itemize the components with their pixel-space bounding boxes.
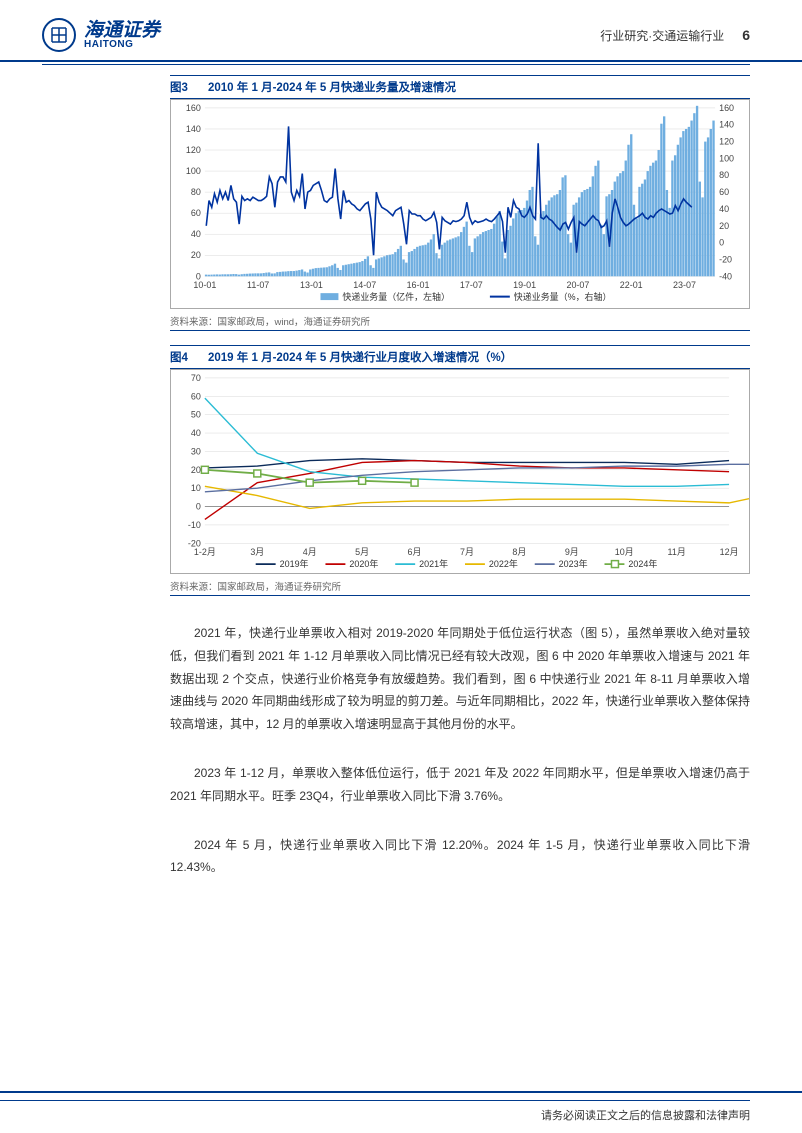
svg-text:160: 160 [186, 103, 201, 113]
svg-text:-10: -10 [188, 520, 201, 530]
svg-text:7月: 7月 [460, 547, 474, 557]
svg-text:6月: 6月 [408, 547, 422, 557]
svg-text:8月: 8月 [512, 547, 526, 557]
logo-icon [42, 18, 76, 52]
figure-4: 图4 2019 年 1 月-2024 年 5 月快递行业月度收入增速情况（%） … [170, 345, 750, 596]
svg-text:4月: 4月 [303, 547, 317, 557]
svg-text:2022年: 2022年 [489, 558, 518, 569]
svg-text:11-07: 11-07 [247, 280, 269, 290]
figure-4-title: 2019 年 1 月-2024 年 5 月快递行业月度收入增速情况（%） [208, 349, 512, 365]
svg-text:40: 40 [191, 428, 201, 438]
svg-text:3月: 3月 [250, 547, 264, 557]
svg-text:20: 20 [191, 465, 201, 475]
breadcrumb: 行业研究·交通运输行业 [600, 27, 724, 44]
footer-disclaimer: 请务必阅读正文之后的信息披露和法律声明 [541, 1110, 750, 1122]
svg-text:50: 50 [191, 410, 201, 420]
content-area: 图3 2010 年 1 月-2024 年 5 月快递业务量及增速情况 0 20 40… [0, 65, 802, 879]
svg-text:16-01: 16-01 [407, 280, 430, 290]
paragraph-2: 2023 年 1-12 月，单票收入整体低位运行，低于 2021 年及 2022… [170, 762, 750, 808]
svg-text:22-01: 22-01 [620, 280, 643, 290]
logo-text-cn: 海通证券 [84, 21, 160, 40]
paragraph-1: 2021 年，快递行业单票收入相对 2019-2020 年同期处于低位运行状态（… [170, 622, 750, 736]
paragraph-3: 2024 年 5 月，快递行业单票收入同比下滑 12.20%。2024 年 1-… [170, 834, 750, 880]
svg-text:2023年: 2023年 [559, 558, 588, 569]
svg-text:0: 0 [719, 238, 724, 248]
svg-text:12月: 12月 [720, 547, 739, 557]
svg-text:-40: -40 [719, 271, 732, 281]
svg-text:10: 10 [191, 483, 201, 493]
svg-text:70: 70 [191, 373, 201, 383]
svg-text:10-01: 10-01 [193, 280, 216, 290]
svg-text:140: 140 [186, 124, 201, 134]
svg-text:17-07: 17-07 [460, 280, 483, 290]
svg-text:20-07: 20-07 [566, 280, 589, 290]
svg-text:60: 60 [719, 187, 729, 197]
svg-text:140: 140 [719, 120, 734, 130]
svg-text:19-01: 19-01 [513, 280, 536, 290]
figure-3-title: 2010 年 1 月-2024 年 5 月快递业务量及增速情况 [208, 79, 456, 95]
body-text: 2021 年，快递行业单票收入相对 2019-2020 年同期处于低位运行状态（… [170, 622, 750, 879]
svg-text:5月: 5月 [355, 547, 369, 557]
svg-text:40: 40 [719, 204, 729, 214]
svg-text:快递业务量（亿件，左轴）: 快递业务量（亿件，左轴） [342, 291, 450, 302]
footer: 请务必阅读正文之后的信息披露和法律声明 [0, 1091, 802, 1133]
svg-text:30: 30 [191, 446, 201, 456]
svg-text:9月: 9月 [565, 547, 579, 557]
svg-text:80: 80 [719, 170, 729, 180]
page-number: 6 [742, 27, 750, 43]
svg-text:100: 100 [186, 166, 201, 176]
svg-text:2020年: 2020年 [349, 558, 378, 569]
svg-text:120: 120 [719, 137, 734, 147]
logo: 海通证券 HAITONG [42, 18, 160, 52]
svg-text:40: 40 [191, 229, 201, 239]
figure-3-source: 资料来源：国家邮政局，wind，海通证券研究所 [170, 309, 750, 331]
svg-text:2024年: 2024年 [628, 558, 657, 569]
svg-text:60: 60 [191, 208, 201, 218]
svg-text:10月: 10月 [615, 547, 634, 557]
svg-text:14-07: 14-07 [353, 280, 376, 290]
svg-text:快递业务量（%，右轴）: 快递业务量（%，右轴） [514, 291, 612, 302]
svg-text:11月: 11月 [668, 547, 686, 557]
svg-text:13-01: 13-01 [300, 280, 323, 290]
figure-3: 图3 2010 年 1 月-2024 年 5 月快递业务量及增速情况 0 20 40… [170, 75, 750, 331]
figure-3-label: 图3 [170, 79, 208, 95]
svg-text:120: 120 [186, 145, 201, 155]
svg-text:60: 60 [191, 391, 201, 401]
chart-4: -20-100102030405060701-2月3月4月5月6月7月8月9月1… [170, 369, 750, 574]
svg-text:20: 20 [719, 221, 729, 231]
svg-text:80: 80 [191, 187, 201, 197]
svg-text:2019年: 2019年 [280, 558, 309, 569]
figure-4-label: 图4 [170, 349, 208, 365]
svg-text:160: 160 [719, 103, 734, 113]
logo-text-en: HAITONG [84, 40, 160, 50]
chart-3: 020406080100120140160-40-200204060801001… [170, 99, 750, 309]
svg-text:20: 20 [191, 250, 201, 260]
svg-text:0: 0 [196, 502, 201, 512]
svg-text:-20: -20 [719, 254, 732, 264]
figure-4-source: 资料来源：国家邮政局，海通证券研究所 [170, 574, 750, 596]
svg-text:2021年: 2021年 [419, 558, 448, 569]
svg-text:23-07: 23-07 [673, 280, 696, 290]
page-header: 海通证券 HAITONG 行业研究·交通运输行业 6 [0, 0, 802, 62]
svg-text:1-2月: 1-2月 [194, 547, 216, 557]
svg-text:100: 100 [719, 153, 734, 163]
